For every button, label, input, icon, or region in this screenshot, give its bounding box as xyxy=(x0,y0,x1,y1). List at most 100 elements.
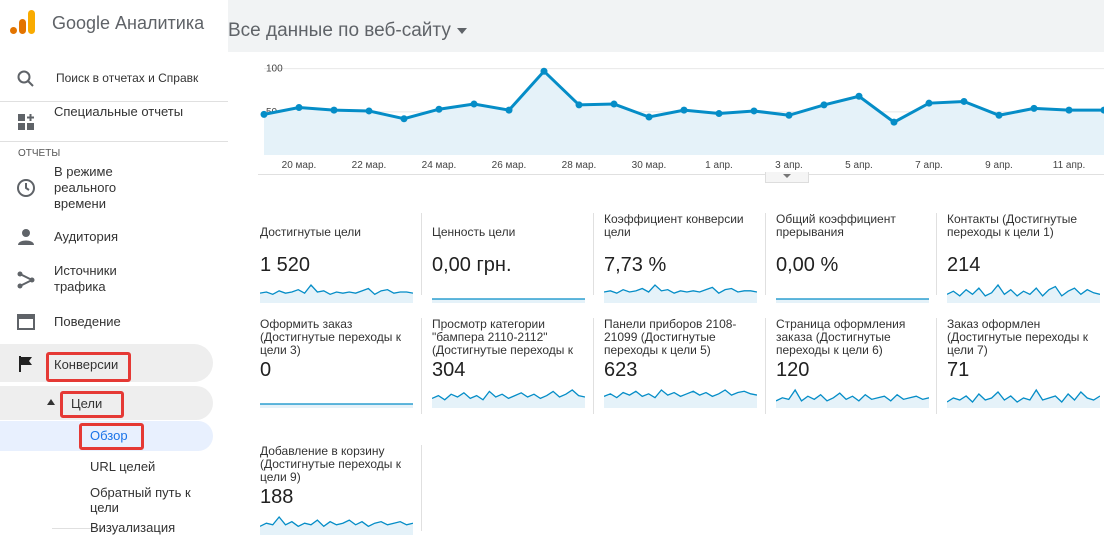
sparkline-area xyxy=(604,285,757,303)
tile-divider xyxy=(421,318,422,414)
data-point xyxy=(576,101,583,108)
data-point xyxy=(821,101,828,108)
data-point xyxy=(436,106,443,113)
metric-label: Ценность цели xyxy=(432,213,585,253)
data-point xyxy=(261,111,268,118)
metric-tile[interactable]: Панели приборов 2108-21099 (Достигнутые … xyxy=(604,318,757,408)
tile-divider xyxy=(765,318,766,414)
data-point xyxy=(786,112,793,119)
x-tick-label: 1 апр. xyxy=(705,160,733,171)
nav-behavior[interactable]: Поведение xyxy=(54,314,121,330)
metric-label: Оформить заказ (Достигнутые переходы к ц… xyxy=(260,318,413,358)
person-icon xyxy=(16,227,36,247)
section-label-reports: ОТЧЕТЫ xyxy=(18,148,60,159)
metric-tile[interactable]: Оформить заказ (Достигнутые переходы к ц… xyxy=(260,318,413,408)
sparkline-area xyxy=(947,285,1100,303)
metric-tile[interactable]: Добавление в корзину (Достигнутые перехо… xyxy=(260,445,413,535)
tile-divider xyxy=(765,213,766,295)
metric-label: Контакты (Достигнутые переходы к цели 1) xyxy=(947,213,1100,253)
x-tick-label: 11 апр. xyxy=(1053,160,1085,171)
dashboard-plus-icon xyxy=(16,112,36,132)
view-selector[interactable]: Все данные по веб-сайту xyxy=(228,20,467,42)
sparkline xyxy=(604,281,757,303)
metric-tile[interactable]: Заказ оформлен (Достигнутые переходы к ц… xyxy=(947,318,1100,408)
metric-value: 623 xyxy=(604,358,757,382)
metric-tile[interactable]: Страница оформления заказа (Достигнутые … xyxy=(776,318,929,408)
nav-reverse-goal-path[interactable]: Обратный путь к цели xyxy=(90,485,210,515)
highlight-box xyxy=(46,352,131,382)
metric-label: Страница оформления заказа (Достигнутые … xyxy=(776,318,929,358)
data-point xyxy=(996,112,1003,119)
data-point xyxy=(926,100,933,107)
data-point xyxy=(891,119,898,126)
chevron-down-icon xyxy=(457,28,467,34)
divider xyxy=(0,101,228,102)
analytics-logo-icon[interactable] xyxy=(8,7,38,37)
x-tick-label: 20 мар. xyxy=(282,160,317,171)
sparkline xyxy=(432,281,585,303)
nav-realtime[interactable]: В режиме реального времени xyxy=(54,164,164,212)
data-point xyxy=(751,107,758,114)
sparkline-area xyxy=(604,390,757,408)
sparkline xyxy=(604,386,757,408)
metric-value: 304 xyxy=(432,358,585,382)
metric-label: Общий коэффициент прерывания xyxy=(776,213,929,253)
tile-divider xyxy=(593,318,594,414)
x-tick-label: 9 апр. xyxy=(985,160,1013,171)
x-tick-label: 7 апр. xyxy=(915,160,943,171)
x-tick-label: 28 мар. xyxy=(562,160,597,171)
nav-audience[interactable]: Аудитория xyxy=(54,229,118,245)
metric-label: Панели приборов 2108-21099 (Достигнутые … xyxy=(604,318,757,358)
search-input[interactable]: Поиск в отчетах и Справк xyxy=(56,71,198,85)
data-point xyxy=(1066,107,1073,114)
metric-label: Просмотр категории "бампера 2110-2112" (… xyxy=(432,318,585,358)
app-title: Google Аналитика xyxy=(52,13,204,34)
behavior-icon xyxy=(16,312,36,332)
nav-goal-urls[interactable]: URL целей xyxy=(90,459,155,474)
sparkline xyxy=(260,281,413,303)
sidebar: Google Аналитика Поиск в отчетах и Справ… xyxy=(0,0,228,531)
y-tick-label: 100 xyxy=(266,64,283,75)
data-point xyxy=(646,114,653,121)
metric-value: 214 xyxy=(947,253,1100,277)
chart-bottom-border xyxy=(258,174,1104,175)
metric-value: 0 xyxy=(260,358,413,382)
caret-up-icon[interactable] xyxy=(47,399,55,405)
nav-custom-reports[interactable]: Специальные отчеты xyxy=(54,104,184,120)
metric-value: 1 520 xyxy=(260,253,413,277)
nav-acquisition[interactable]: Источники трафика xyxy=(54,263,164,295)
sparkline-area xyxy=(260,285,413,303)
x-tick-label: 30 мар. xyxy=(632,160,667,171)
data-point xyxy=(506,107,513,114)
data-point xyxy=(541,68,548,75)
sparkline xyxy=(776,281,929,303)
data-point xyxy=(471,101,478,108)
divider xyxy=(0,141,228,142)
metric-value: 120 xyxy=(776,358,929,382)
metric-tile[interactable]: Просмотр категории "бампера 2110-2112" (… xyxy=(432,318,585,408)
metric-label: Заказ оформлен (Достигнутые переходы к ц… xyxy=(947,318,1100,358)
metric-tile[interactable]: Контакты (Достигнутые переходы к цели 1)… xyxy=(947,213,1100,303)
highlight-box xyxy=(79,423,144,450)
x-tick-label: 24 мар. xyxy=(422,160,457,171)
data-point xyxy=(856,93,863,100)
nav-visualization[interactable]: Визуализация xyxy=(90,520,175,535)
metric-value: 0,00 % xyxy=(776,253,929,277)
search-icon[interactable] xyxy=(16,69,36,89)
data-point xyxy=(401,115,408,122)
data-point xyxy=(681,107,688,114)
tile-divider xyxy=(936,213,937,295)
sparkline xyxy=(776,386,929,408)
sparkline xyxy=(947,281,1100,303)
chart-collapse-handle[interactable] xyxy=(765,172,809,183)
x-tick-label: 26 мар. xyxy=(492,160,527,171)
highlight-box xyxy=(60,391,124,418)
x-tick-label: 3 апр. xyxy=(775,160,803,171)
metric-value: 0,00 грн. xyxy=(432,253,585,277)
